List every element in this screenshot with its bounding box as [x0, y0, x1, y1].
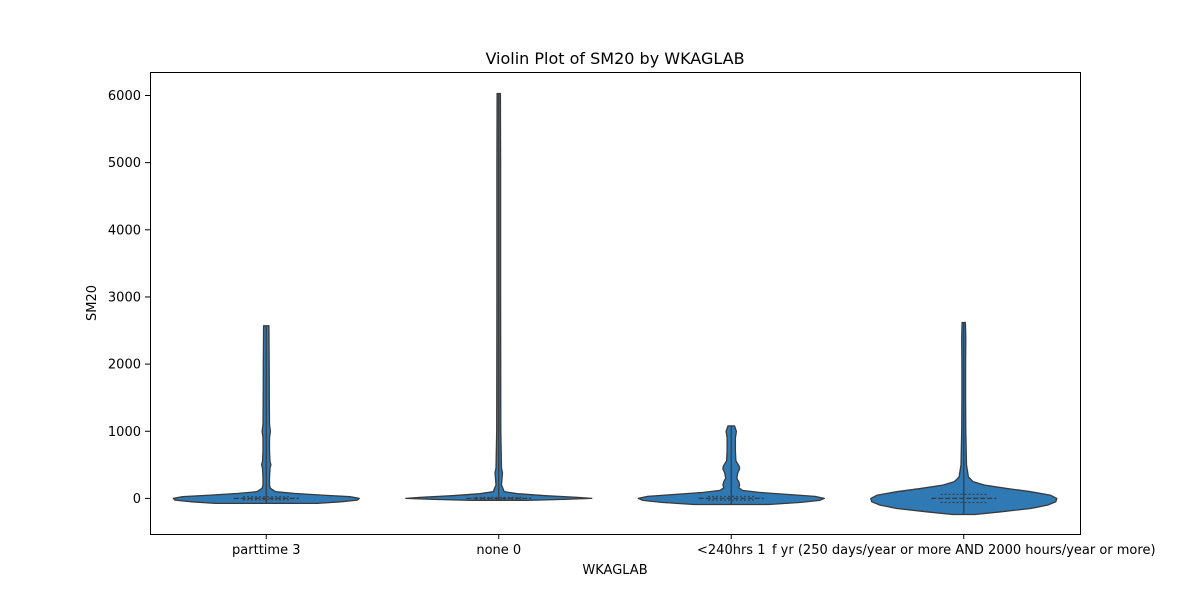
x-tick-label: parttime 3 [232, 543, 300, 558]
y-tick-label: 1000 [108, 425, 141, 440]
y-tick-label: 2000 [108, 358, 141, 373]
x-axis-label: WKAGLAB [582, 563, 647, 578]
y-tick-label: 3000 [108, 290, 141, 305]
violins-layer [172, 92, 1058, 516]
y-tick-label: 6000 [108, 89, 141, 104]
y-axis: 0 1000 2000 3000 4000 5000 6000 [108, 89, 150, 507]
y-tick-label: 0 [133, 492, 141, 507]
plot-frame [150, 72, 1081, 535]
x-tick-label: <240hrs 1 [697, 543, 765, 558]
violin-group [870, 321, 1058, 516]
y-tick-label: 4000 [108, 223, 141, 238]
violin-group [172, 325, 360, 505]
y-axis-label: SM20 [85, 285, 100, 321]
x-tick-label: none 0 [476, 543, 521, 558]
x-tick-label: f yr (250 days/year or more AND 2000 hou… [772, 543, 1156, 558]
y-tick-label: 5000 [108, 156, 141, 171]
x-axis: parttime 3 none 0 <240hrs 1 f yr (250 days/… [232, 534, 1156, 558]
violin-group [637, 425, 825, 506]
violin-group [405, 92, 593, 502]
chart-title: Violin Plot of SM20 by WKAGLAB [485, 49, 744, 68]
